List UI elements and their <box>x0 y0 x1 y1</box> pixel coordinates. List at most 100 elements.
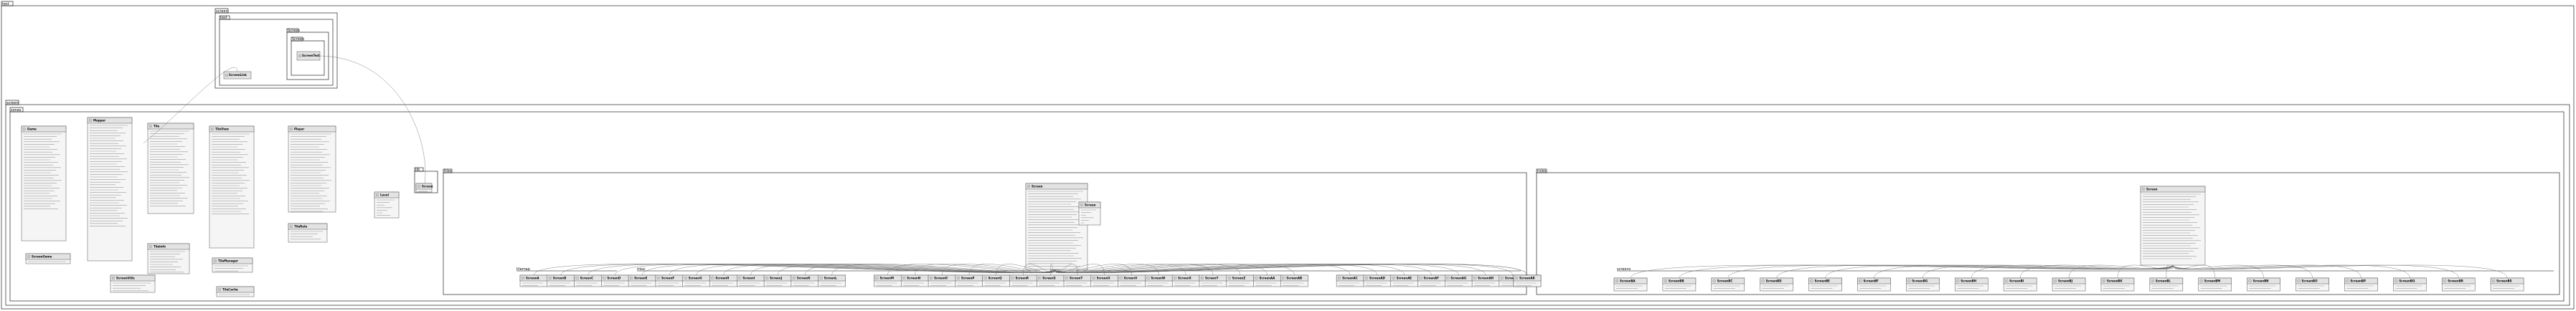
class-left-tileinfo[interactable]: C TileInfo <box>147 243 190 274</box>
class-center-leaf-14[interactable]: C ScreenO <box>928 274 956 287</box>
class-right-leaf-11[interactable]: C ScreenBL <box>2149 277 2184 292</box>
class-right-leaf-6[interactable]: C ScreenBG <box>1906 277 1940 292</box>
class-right-leaf-9[interactable]: C ScreenBJ <box>2052 277 2086 292</box>
class-left-level[interactable]: C Level <box>374 191 400 219</box>
class-center-hub[interactable]: C Screen <box>1025 183 1088 270</box>
class-right-leaf-8-name: ScreenBI <box>2009 279 2024 283</box>
class-center-leaf-28[interactable]: C ScreenAC <box>1336 274 1364 287</box>
package-rules-title: rules <box>1537 169 1547 173</box>
class-left-tile[interactable]: C Tile <box>147 123 194 214</box>
svg-text:C: C <box>1255 277 1257 279</box>
class-center-leaf-10[interactable]: C ScreenK <box>791 274 819 287</box>
class-center-leaf-18[interactable]: C ScreenS <box>1036 274 1065 287</box>
class-left-screengame[interactable]: C ScreenGame <box>25 253 71 264</box>
class-center-leaf-7[interactable]: C ScreenH <box>709 274 737 287</box>
svg-text:C: C <box>766 277 768 279</box>
edge-right-10 <box>2117 264 2174 279</box>
class-right-leaf-4[interactable]: C ScreenBE <box>1808 277 1842 292</box>
svg-text:C: C <box>1093 277 1095 279</box>
class-center-leaf-17[interactable]: C ScreenR <box>1009 274 1037 287</box>
class-right-leaf-5[interactable]: C ScreenBF <box>1857 277 1891 292</box>
class-right-leaf-2[interactable]: C ScreenBC <box>1711 277 1745 292</box>
class-center-leaf-8[interactable]: C ScreenI <box>737 274 765 287</box>
svg-text:C: C <box>113 277 114 279</box>
class-center-leaf-5[interactable]: C ScreenF <box>655 274 684 287</box>
class-center-leaf-22[interactable]: C ScreenW <box>1145 274 1173 287</box>
class-center-leaf-20[interactable]: C ScreenU <box>1090 274 1119 287</box>
class-upper-test[interactable]: C ScreenTest <box>296 51 321 61</box>
class-center-leaf-11[interactable]: C ScreenL <box>818 274 846 287</box>
class-upper-link[interactable]: C ScreenLink <box>223 71 252 80</box>
class-center-leaf-25-name: ScreenZ <box>1232 277 1245 280</box>
class-left-tilecache[interactable]: C TileCache <box>216 286 255 297</box>
package-rules: rules <box>1536 168 2560 295</box>
class-center-leaf-15[interactable]: C ScreenP <box>955 274 983 287</box>
svg-text:C: C <box>2143 188 2144 191</box>
class-left-game[interactable]: C Game <box>21 125 67 241</box>
class-left-tilerule-name: TileRule <box>294 225 307 229</box>
class-center-leaf-32-name: ScreenAG <box>1450 277 1466 280</box>
class-right-leaf-18[interactable]: C ScreenBS <box>2490 277 2524 292</box>
class-left-player[interactable]: C Player <box>288 125 336 213</box>
svg-text:C: C <box>1393 277 1395 279</box>
class-center-leaf-32[interactable]: C ScreenAG <box>1445 274 1473 287</box>
class-right-hub[interactable]: C Screen <box>2140 186 2206 266</box>
class-left-tileview[interactable]: C TileView <box>209 125 255 249</box>
class-center-leaf-25[interactable]: C ScreenZ <box>1226 274 1255 287</box>
class-center-leaf-4[interactable]: C ScreenE <box>628 274 656 287</box>
class-center-leaf-0[interactable]: C ScreenA <box>519 274 548 287</box>
class-center-leaf-36[interactable]: C ScreenAK <box>1513 274 1542 287</box>
class-center-leaf-1[interactable]: C ScreenB <box>547 274 575 287</box>
edge-group <box>143 55 2508 279</box>
class-right-leaf-12[interactable]: C ScreenBM <box>2198 277 2232 292</box>
class-center-leaf-9[interactable]: C ScreenJ <box>763 274 792 287</box>
class-right-leaf-17[interactable]: C ScreenBR <box>2441 277 2476 292</box>
class-center-leaf-12[interactable]: C ScreenM <box>874 274 902 287</box>
class-left-tilerule[interactable]: C TileRule <box>288 223 328 243</box>
class-right-leaf-3[interactable]: C ScreenBD <box>1760 277 1793 292</box>
svg-text:C: C <box>577 277 578 279</box>
class-right-leaf-13[interactable]: C ScreenBN <box>2247 277 2280 292</box>
class-left-mapper[interactable]: C Mapper <box>87 117 133 262</box>
class-center-leaf-19[interactable]: C ScreenT <box>1063 274 1092 287</box>
class-center-leaf-1-name: ScreenB <box>553 277 567 280</box>
class-left-screenutils[interactable]: C ScreenUtils <box>110 274 156 293</box>
class-center-leaf-33[interactable]: C ScreenAH <box>1471 274 1500 287</box>
class-right-leaf-6-name: ScreenBG <box>1912 279 1928 283</box>
class-center-leaf-3[interactable]: C ScreenD <box>601 274 629 287</box>
class-center-leaf-30[interactable]: C ScreenAE <box>1390 274 1418 287</box>
class-center-leaf-26[interactable]: C ScreenAA <box>1253 274 1281 287</box>
class-right-leaf-14[interactable]: C ScreenBO <box>2296 277 2329 292</box>
class-left-screen[interactable]: C Screen <box>415 183 433 193</box>
svg-text:C: C <box>212 128 213 130</box>
class-center-leaf-29[interactable]: C ScreenAD <box>1363 274 1392 287</box>
class-right-leaf-0[interactable]: C ScreenBA <box>1613 277 1648 292</box>
svg-text:C: C <box>1447 277 1448 279</box>
class-center-leaf-24[interactable]: C ScreenY <box>1199 274 1227 287</box>
class-center-leaf-10-name: ScreenK <box>797 277 811 280</box>
svg-text:C: C <box>930 277 932 279</box>
class-right-leaf-10[interactable]: C ScreenBK <box>2100 277 2135 292</box>
class-center-leaf-16[interactable]: C ScreenQ <box>982 274 1010 287</box>
class-center-leaf-2[interactable]: C ScreenC <box>574 274 602 287</box>
edge-center-2 <box>588 264 1055 276</box>
class-left-tilemanager[interactable]: C TileManager <box>212 257 253 273</box>
class-center-leaf-6[interactable]: C ScreenG <box>682 274 710 287</box>
svg-text:C: C <box>2006 279 2007 282</box>
class-legend[interactable]: C Screen <box>1078 201 1101 226</box>
class-right-leaf-16[interactable]: C ScreenBQ <box>2393 277 2427 292</box>
class-right-leaf-7[interactable]: C ScreenBH <box>1955 277 1988 292</box>
class-left-player-name: Player <box>294 128 304 131</box>
class-right-leaf-8[interactable]: C ScreenBI <box>2003 277 2037 292</box>
svg-text:C: C <box>219 288 220 291</box>
class-right-leaf-1[interactable]: C ScreenBB <box>1662 277 1697 292</box>
class-center-leaf-13[interactable]: C ScreenN <box>901 274 929 287</box>
class-center-leaf-27[interactable]: C ScreenAB <box>1280 274 1308 287</box>
class-center-leaf-23[interactable]: C ScreenX <box>1171 274 1200 287</box>
class-center-leaf-31[interactable]: C ScreenAF <box>1417 274 1445 287</box>
class-right-leaf-15[interactable]: C ScreenBP <box>2344 277 2378 292</box>
svg-text:C: C <box>658 277 659 279</box>
svg-text:C: C <box>1066 277 1067 279</box>
class-right-leaf-1-name: ScreenBB <box>1669 279 1684 283</box>
class-center-leaf-21[interactable]: C ScreenV <box>1118 274 1146 287</box>
